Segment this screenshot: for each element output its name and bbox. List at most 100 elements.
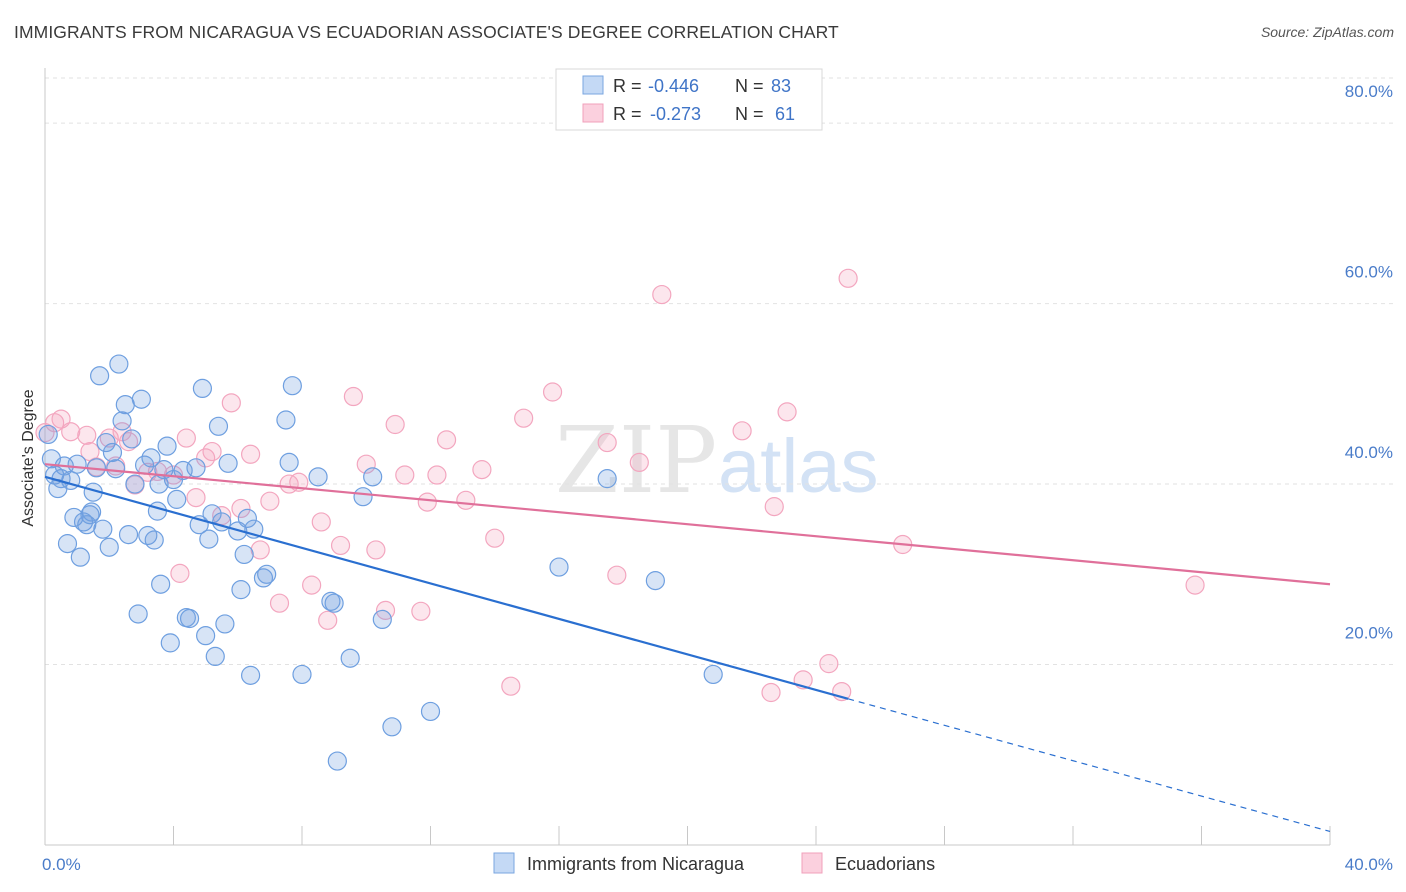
data-point-nicaragua xyxy=(199,529,219,549)
data-point-ecuadorians xyxy=(819,654,839,674)
data-point-ecuadorians xyxy=(411,601,431,621)
data-point-ecuadorians xyxy=(472,460,492,480)
data-point-ecuadorians xyxy=(607,565,627,585)
chart-title: IMMIGRANTS FROM NICARAGUA VS ECUADORIAN … xyxy=(14,22,839,42)
data-point-ecuadorians xyxy=(485,528,505,548)
data-point-nicaragua xyxy=(382,717,402,737)
data-point-ecuadorians xyxy=(761,682,781,703)
data-point-nicaragua xyxy=(90,366,110,386)
data-point-ecuadorians xyxy=(241,444,261,464)
data-point-nicaragua xyxy=(340,648,360,668)
data-point-nicaragua xyxy=(208,416,229,436)
x-tick-label-min: 0.0% xyxy=(42,855,81,874)
data-point-nicaragua xyxy=(144,530,164,550)
watermark-atlas: atlas xyxy=(718,424,879,509)
data-point-ecuadorians xyxy=(176,428,196,448)
data-point-nicaragua xyxy=(324,593,344,613)
chart-source: Source: ZipAtlas.com xyxy=(1260,24,1394,40)
stats-legend-r-value-nicaragua: -0.446 xyxy=(648,76,699,96)
stats-legend-swatch-ecuadorians xyxy=(582,103,604,123)
data-point-nicaragua xyxy=(276,410,296,430)
data-point-ecuadorians xyxy=(202,441,222,462)
axes xyxy=(44,68,1331,846)
data-point-nicaragua xyxy=(70,547,90,567)
data-point-ecuadorians xyxy=(260,491,280,511)
stats-legend: R = -0.446 N = 83 R = -0.273 N = 61 xyxy=(555,68,823,131)
data-point-nicaragua xyxy=(308,467,328,487)
data-point-nicaragua xyxy=(257,564,277,584)
stats-legend-r-value-ecuadorians: -0.273 xyxy=(650,104,701,124)
legend-swatch-nicaragua xyxy=(493,852,515,874)
data-point-ecuadorians xyxy=(456,490,476,510)
data-point-nicaragua xyxy=(186,458,206,478)
data-point-nicaragua xyxy=(141,448,161,468)
data-point-nicaragua xyxy=(205,646,225,667)
data-point-nicaragua xyxy=(102,442,123,463)
stats-legend-n-label-ecuadorians: N = xyxy=(735,104,764,124)
data-point-ecuadorians xyxy=(597,432,617,453)
data-point-ecuadorians xyxy=(302,575,322,595)
x-tick-label-max: 40.0% xyxy=(1345,855,1393,874)
data-point-nicaragua xyxy=(241,665,261,685)
data-point-nicaragua xyxy=(279,452,299,473)
y-tick-label: 20.0% xyxy=(1345,624,1393,643)
data-point-nicaragua xyxy=(147,501,168,521)
data-point-nicaragua xyxy=(292,664,312,685)
data-point-nicaragua xyxy=(96,432,116,453)
data-point-nicaragua xyxy=(67,454,87,474)
data-point-ecuadorians xyxy=(1185,575,1205,595)
data-point-nicaragua xyxy=(253,568,274,588)
trend-lines xyxy=(44,463,1331,833)
data-point-ecuadorians xyxy=(279,474,299,494)
data-point-nicaragua xyxy=(218,453,238,473)
data-point-nicaragua xyxy=(73,512,94,532)
series-ecuadorians-points xyxy=(35,268,1205,703)
data-point-ecuadorians xyxy=(330,535,351,556)
watermark-zip: ZIP xyxy=(555,407,717,514)
data-point-ecuadorians xyxy=(764,497,784,517)
stats-legend-n-label-nicaragua: N = xyxy=(735,76,764,96)
data-point-ecuadorians xyxy=(652,284,672,305)
data-point-nicaragua xyxy=(196,626,216,646)
stats-legend-r-label-nicaragua: R = xyxy=(613,76,642,96)
data-point-ecuadorians xyxy=(501,676,521,696)
data-point-nicaragua xyxy=(237,508,257,528)
y-axis-label: Associate's Degree xyxy=(20,389,37,526)
data-point-nicaragua xyxy=(327,751,347,771)
legend-label-nicaragua: Immigrants from Nicaragua xyxy=(527,854,745,874)
data-point-ecuadorians xyxy=(186,487,206,508)
data-point-ecuadorians xyxy=(231,498,251,519)
data-point-nicaragua xyxy=(167,489,187,509)
data-point-nicaragua xyxy=(57,534,78,554)
data-point-ecuadorians xyxy=(356,454,376,474)
legend-label-ecuadorians: Ecuadorians xyxy=(835,854,935,874)
data-point-ecuadorians xyxy=(514,408,534,428)
legend-swatch-ecuadorians xyxy=(801,852,823,874)
data-point-ecuadorians xyxy=(221,393,241,413)
data-point-ecuadorians xyxy=(343,386,363,407)
trend-line-ecuadorians xyxy=(44,463,1331,586)
data-point-nicaragua xyxy=(122,429,142,449)
trend-line-nicaragua-extension xyxy=(847,698,1331,833)
data-point-nicaragua xyxy=(179,608,200,629)
data-point-nicaragua xyxy=(234,544,254,565)
data-point-nicaragua xyxy=(282,376,302,396)
data-point-ecuadorians xyxy=(35,423,55,443)
data-point-nicaragua xyxy=(81,502,102,522)
data-point-ecuadorians xyxy=(629,452,649,473)
data-point-nicaragua xyxy=(372,609,392,630)
data-point-nicaragua xyxy=(115,395,135,415)
data-point-ecuadorians xyxy=(318,610,338,630)
data-point-nicaragua xyxy=(160,633,180,653)
data-point-ecuadorians xyxy=(269,593,290,613)
stats-legend-swatch-nicaragua xyxy=(582,75,604,95)
stats-legend-r-label-ecuadorians: R = xyxy=(613,104,642,124)
data-point-nicaragua xyxy=(125,474,145,494)
data-point-ecuadorians xyxy=(77,425,97,445)
data-point-nicaragua xyxy=(549,557,569,577)
data-point-nicaragua xyxy=(151,574,171,594)
stats-legend-n-value-ecuadorians: 61 xyxy=(775,104,795,124)
data-point-ecuadorians xyxy=(427,465,447,485)
data-point-ecuadorians xyxy=(45,413,65,433)
data-point-ecuadorians xyxy=(395,465,415,485)
